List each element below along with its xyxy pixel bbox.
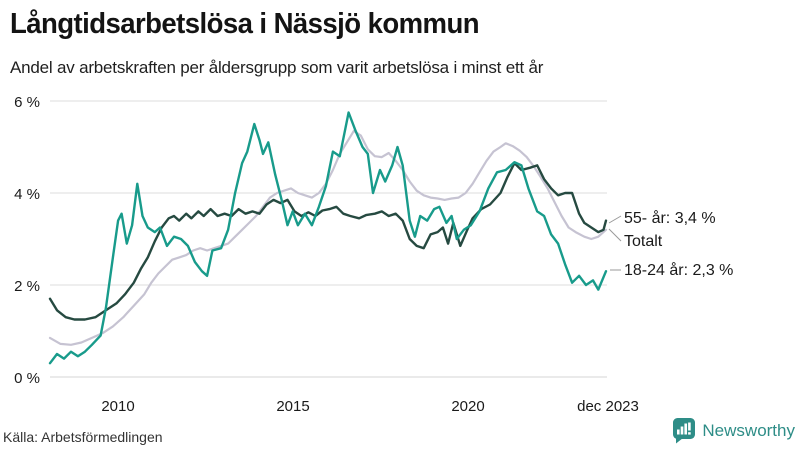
y-tick-label: 4 % bbox=[14, 186, 40, 203]
y-tick-label: 2 % bbox=[14, 278, 40, 295]
x-tick-label: 2015 bbox=[276, 398, 309, 415]
x-tick-label: dec 2023 bbox=[577, 398, 639, 415]
x-axis-labels: 2010 2015 2020 dec 2023 bbox=[101, 398, 639, 415]
series-lines bbox=[48, 111, 608, 365]
series-label-18-24: 18-24 år: 2,3 % bbox=[624, 261, 733, 279]
y-axis-labels: 6 % 4 % 2 % 0 % bbox=[14, 94, 40, 387]
series-end-labels: 55- år: 3,4 % Totalt 18-24 år: 2,3 % bbox=[608, 209, 733, 279]
source-note: Källa: Arbetsförmedlingen bbox=[3, 429, 163, 445]
newsworthy-logo-icon bbox=[673, 418, 696, 444]
series-label-55: 55- år: 3,4 % bbox=[624, 209, 716, 227]
gridlines bbox=[50, 100, 607, 378]
series-label-totalt: Totalt bbox=[624, 233, 663, 250]
x-tick-label: 2020 bbox=[451, 398, 484, 415]
y-tick-label: 6 % bbox=[14, 94, 40, 111]
x-tick-label: 2010 bbox=[101, 398, 134, 415]
series-line-totalt bbox=[48, 129, 608, 346]
series-line-55-r bbox=[48, 161, 608, 321]
page-title: Långtidsarbetslösa i Nässjö kommun bbox=[10, 8, 480, 40]
label-connector-totalt bbox=[608, 228, 622, 242]
brand-name: Newsworthy bbox=[702, 420, 795, 440]
series-line-18-24-r bbox=[48, 111, 608, 365]
page-subtitle: Andel av arbetskraften per åldersgrupp s… bbox=[10, 58, 544, 77]
y-tick-label: 0 % bbox=[14, 370, 40, 387]
brand-logo: Newsworthy bbox=[672, 417, 795, 444]
label-connector-55 bbox=[608, 215, 622, 224]
